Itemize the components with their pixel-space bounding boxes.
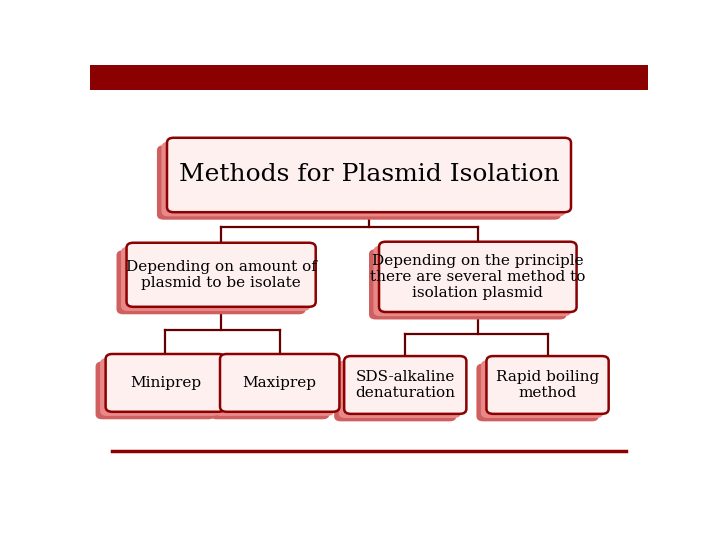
FancyBboxPatch shape: [157, 145, 561, 220]
FancyBboxPatch shape: [121, 247, 310, 311]
FancyBboxPatch shape: [90, 65, 648, 90]
FancyBboxPatch shape: [369, 249, 567, 320]
FancyBboxPatch shape: [344, 356, 467, 414]
Text: Rapid boiling
method: Rapid boiling method: [496, 370, 599, 400]
FancyBboxPatch shape: [338, 360, 461, 418]
Text: Methods for Plasmid Isolation: Methods for Plasmid Isolation: [179, 164, 559, 186]
FancyBboxPatch shape: [106, 354, 225, 412]
Text: Maxiprep: Maxiprep: [243, 376, 317, 390]
FancyBboxPatch shape: [127, 243, 315, 307]
FancyBboxPatch shape: [477, 363, 598, 421]
Text: Depending on amount of
plasmid to be isolate: Depending on amount of plasmid to be iso…: [126, 260, 317, 290]
Text: Depending on the principle
there are several method to
isolation plasmid: Depending on the principle there are sev…: [370, 254, 585, 300]
FancyBboxPatch shape: [334, 363, 456, 421]
FancyBboxPatch shape: [117, 250, 306, 314]
FancyBboxPatch shape: [379, 242, 577, 312]
Text: SDS-alkaline
denaturation: SDS-alkaline denaturation: [355, 370, 455, 400]
FancyBboxPatch shape: [215, 358, 334, 416]
FancyBboxPatch shape: [210, 361, 329, 419]
FancyBboxPatch shape: [167, 138, 571, 212]
FancyBboxPatch shape: [96, 361, 215, 419]
FancyBboxPatch shape: [161, 142, 565, 217]
FancyBboxPatch shape: [220, 354, 339, 412]
FancyBboxPatch shape: [100, 358, 220, 416]
Text: Miniprep: Miniprep: [130, 376, 201, 390]
FancyBboxPatch shape: [481, 360, 603, 418]
FancyBboxPatch shape: [374, 246, 571, 316]
FancyBboxPatch shape: [487, 356, 608, 414]
